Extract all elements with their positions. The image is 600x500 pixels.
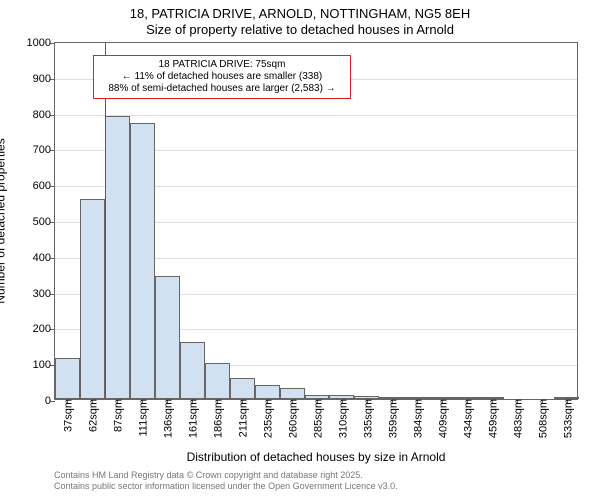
annotation-line: ← 11% of detached houses are smaller (33… bbox=[100, 71, 344, 83]
x-tick-label: 533sqm bbox=[559, 399, 574, 438]
annotation-line: 88% of semi-detached houses are larger (… bbox=[100, 83, 344, 95]
y-tick-label: 800 bbox=[33, 109, 55, 121]
y-tick-label: 700 bbox=[33, 144, 55, 156]
y-tick-label: 100 bbox=[33, 359, 55, 371]
x-tick-label: 62sqm bbox=[85, 399, 100, 432]
histogram-bar bbox=[80, 199, 105, 399]
y-tick-label: 1000 bbox=[27, 37, 55, 49]
x-tick-label: 161sqm bbox=[185, 399, 200, 438]
x-tick-label: 285sqm bbox=[310, 399, 325, 438]
x-tick-label: 211sqm bbox=[235, 399, 250, 437]
x-tick-label: 136sqm bbox=[160, 399, 175, 438]
y-tick-label: 400 bbox=[33, 252, 55, 264]
histogram-bar bbox=[130, 123, 155, 399]
x-tick-label: 335sqm bbox=[359, 399, 374, 438]
histogram-bar bbox=[180, 342, 205, 399]
x-tick-label: 359sqm bbox=[384, 399, 399, 438]
grid-line bbox=[55, 115, 577, 116]
x-tick-label: 235sqm bbox=[260, 399, 275, 438]
histogram-bar bbox=[205, 363, 230, 399]
annotation-box: 18 PATRICIA DRIVE: 75sqm← 11% of detache… bbox=[93, 55, 351, 99]
x-tick-label: 459sqm bbox=[484, 399, 499, 438]
attribution-footer: Contains HM Land Registry data © Crown c… bbox=[54, 470, 398, 493]
x-tick-label: 508sqm bbox=[534, 399, 549, 438]
footer-line1: Contains HM Land Registry data © Crown c… bbox=[54, 470, 398, 481]
page-title-line2: Size of property relative to detached ho… bbox=[0, 21, 600, 39]
annotation-line: 18 PATRICIA DRIVE: 75sqm bbox=[100, 59, 344, 71]
x-tick-label: 483sqm bbox=[509, 399, 524, 438]
y-tick-label: 300 bbox=[33, 288, 55, 300]
x-axis-label: Distribution of detached houses by size … bbox=[187, 450, 446, 464]
histogram-plot: 0100200300400500600700800900100037sqm62s… bbox=[54, 42, 578, 400]
y-tick-label: 900 bbox=[33, 73, 55, 85]
y-tick-label: 0 bbox=[45, 395, 55, 407]
histogram-bar bbox=[255, 385, 280, 399]
y-tick-label: 600 bbox=[33, 180, 55, 192]
x-tick-label: 186sqm bbox=[210, 399, 225, 438]
histogram-bar bbox=[280, 388, 305, 399]
y-tick-label: 200 bbox=[33, 323, 55, 335]
x-tick-label: 409sqm bbox=[434, 399, 449, 438]
footer-line2: Contains public sector information licen… bbox=[54, 481, 398, 492]
histogram-bar bbox=[55, 358, 80, 399]
y-axis-label: Number of detached properties bbox=[0, 138, 7, 303]
histogram-bar bbox=[155, 276, 180, 400]
x-tick-label: 310sqm bbox=[334, 399, 349, 438]
x-tick-label: 384sqm bbox=[409, 399, 424, 438]
x-tick-label: 87sqm bbox=[110, 399, 125, 432]
histogram-bar bbox=[230, 378, 255, 399]
x-tick-label: 111sqm bbox=[135, 399, 150, 437]
histogram-bar bbox=[105, 116, 130, 399]
y-tick-label: 500 bbox=[33, 216, 55, 228]
x-tick-label: 260sqm bbox=[285, 399, 300, 438]
x-tick-label: 37sqm bbox=[60, 399, 75, 432]
x-tick-label: 434sqm bbox=[459, 399, 474, 438]
page-title-line1: 18, PATRICIA DRIVE, ARNOLD, NOTTINGHAM, … bbox=[0, 0, 600, 21]
